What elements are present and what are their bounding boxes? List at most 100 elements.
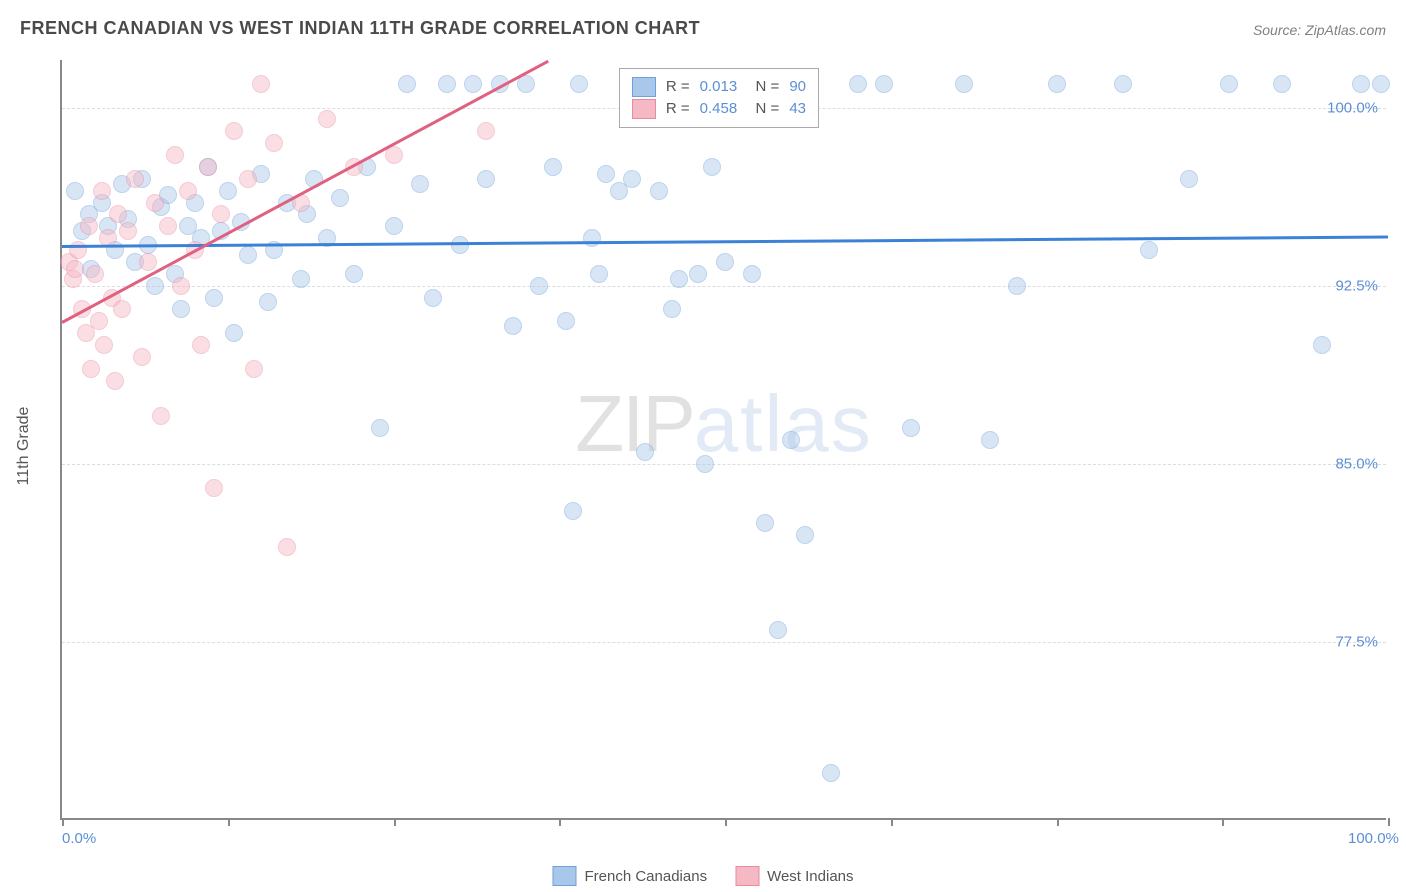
legend-label: French Canadians [584, 868, 707, 885]
scatter-point [259, 293, 277, 311]
r-label: R = [666, 100, 690, 117]
scatter-point [292, 270, 310, 288]
legend-swatch [632, 77, 656, 97]
n-label: N = [747, 100, 779, 117]
scatter-point [1352, 75, 1370, 93]
scatter-point [86, 265, 104, 283]
scatter-point [451, 236, 469, 254]
scatter-point [1313, 336, 1331, 354]
scatter-point [278, 538, 296, 556]
legend-label: West Indians [767, 868, 853, 885]
scatter-point [756, 514, 774, 532]
scatter-point [146, 194, 164, 212]
chart-title: FRENCH CANADIAN VS WEST INDIAN 11TH GRAD… [20, 18, 700, 39]
scatter-point [438, 75, 456, 93]
scatter-point [69, 241, 87, 259]
scatter-point [716, 253, 734, 271]
legend-row: R = 0.458 N = 43 [632, 99, 806, 119]
scatter-point [623, 170, 641, 188]
scatter-point [1008, 277, 1026, 295]
scatter-point [822, 764, 840, 782]
y-tick-label: 92.5% [1335, 277, 1378, 294]
gridline-horizontal [62, 464, 1386, 465]
scatter-point [411, 175, 429, 193]
scatter-point [477, 122, 495, 140]
scatter-point [219, 182, 237, 200]
scatter-point [225, 122, 243, 140]
scatter-point [172, 277, 190, 295]
x-tick-label: 0.0% [62, 830, 96, 847]
scatter-point [689, 265, 707, 283]
scatter-point [1114, 75, 1132, 93]
scatter-point [663, 300, 681, 318]
scatter-point [670, 270, 688, 288]
scatter-point [530, 277, 548, 295]
scatter-point [796, 526, 814, 544]
legend-swatch [552, 866, 576, 886]
scatter-point [106, 372, 124, 390]
scatter-point [212, 205, 230, 223]
watermark-atlas: atlas [694, 379, 873, 468]
scatter-plot-area: ZIPatlas 77.5%85.0%92.5%100.0%0.0%100.0%… [60, 60, 1386, 820]
gridline-horizontal [62, 642, 1386, 643]
watermark: ZIPatlas [575, 378, 872, 470]
scatter-point [902, 419, 920, 437]
scatter-point [239, 170, 257, 188]
r-value: 0.013 [700, 78, 738, 95]
scatter-point [696, 455, 714, 473]
scatter-point [743, 265, 761, 283]
scatter-point [570, 75, 588, 93]
y-tick-label: 85.0% [1335, 455, 1378, 472]
scatter-point [80, 217, 98, 235]
scatter-point [597, 165, 615, 183]
scatter-point [544, 158, 562, 176]
scatter-point [159, 217, 177, 235]
r-label: R = [666, 78, 690, 95]
legend-correlation-box: R = 0.013 N = 90 R = 0.458 N = 43 [619, 68, 819, 128]
scatter-point [192, 336, 210, 354]
scatter-point [398, 75, 416, 93]
scatter-point [179, 182, 197, 200]
scatter-point [981, 431, 999, 449]
scatter-point [1372, 75, 1390, 93]
legend-swatch [632, 99, 656, 119]
scatter-point [66, 260, 84, 278]
scatter-point [1273, 75, 1291, 93]
scatter-point [146, 277, 164, 295]
x-tick [559, 818, 561, 826]
scatter-point [1140, 241, 1158, 259]
scatter-point [205, 289, 223, 307]
x-tick [1222, 818, 1224, 826]
scatter-point [331, 189, 349, 207]
x-tick [1388, 818, 1390, 826]
scatter-point [225, 324, 243, 342]
scatter-point [172, 300, 190, 318]
scatter-point [252, 75, 270, 93]
scatter-point [82, 360, 100, 378]
scatter-point [955, 75, 973, 93]
x-tick [1057, 818, 1059, 826]
n-label: N = [747, 78, 779, 95]
scatter-point [1180, 170, 1198, 188]
x-tick [394, 818, 396, 826]
scatter-point [239, 246, 257, 264]
x-tick-label: 100.0% [1348, 830, 1399, 847]
scatter-point [113, 300, 131, 318]
scatter-point [205, 479, 223, 497]
scatter-point [93, 182, 111, 200]
scatter-point [126, 170, 144, 188]
scatter-point [636, 443, 654, 461]
scatter-point [166, 146, 184, 164]
n-value: 90 [789, 78, 806, 95]
scatter-point [95, 336, 113, 354]
scatter-point [1220, 75, 1238, 93]
scatter-point [109, 205, 127, 223]
scatter-point [199, 158, 217, 176]
scatter-point [564, 502, 582, 520]
scatter-point [152, 407, 170, 425]
scatter-point [1048, 75, 1066, 93]
scatter-point [557, 312, 575, 330]
scatter-point [245, 360, 263, 378]
legend-bottom: French Canadians West Indians [552, 866, 853, 886]
y-axis-label: 11th Grade [15, 407, 33, 486]
